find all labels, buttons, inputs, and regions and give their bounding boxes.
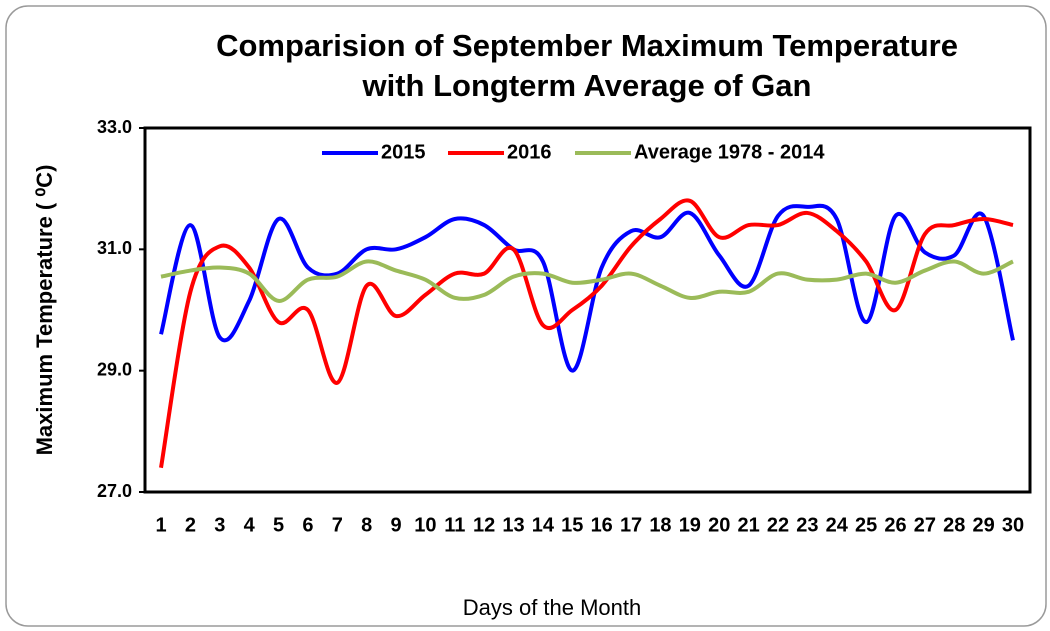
x-tick-label: 23 — [796, 514, 818, 536]
x-tick-label: 7 — [332, 514, 343, 536]
x-tick-label: 21 — [737, 514, 759, 536]
x-tick-label: 8 — [361, 514, 372, 536]
legend-label: Average 1978 - 2014 — [634, 141, 825, 163]
x-tick-label: 2 — [185, 514, 196, 536]
chart-title: Comparision of September Maximum Tempera… — [216, 28, 958, 103]
x-tick-label: 25 — [855, 514, 877, 536]
y-tick-label: 29.0 — [97, 359, 132, 379]
x-tick-label: 18 — [649, 514, 671, 536]
x-tick-label: 15 — [561, 514, 583, 536]
x-tick-label: 13 — [502, 514, 524, 536]
x-tick-label: 29 — [972, 514, 994, 536]
x-tick-label: 1 — [155, 514, 166, 536]
x-tick-label: 9 — [390, 514, 401, 536]
legend-label: 2015 — [381, 141, 426, 163]
x-tick-label: 20 — [708, 514, 730, 536]
x-tick-label: 14 — [532, 514, 555, 536]
x-tick-label: 28 — [943, 514, 965, 536]
series-line — [160, 259, 1014, 303]
x-tick-label: 3 — [214, 514, 225, 536]
x-tick-label: 19 — [679, 514, 701, 536]
y-tick-label: 27.0 — [97, 481, 132, 501]
x-tick-label: 12 — [473, 514, 495, 536]
x-tick-label: 30 — [1002, 514, 1024, 536]
y-tick-label: 33.0 — [97, 117, 132, 137]
series-line — [159, 203, 1015, 373]
x-tick-label: 26 — [884, 514, 906, 536]
y-axis-label: Maximum Temperature ( ⁰C) — [32, 165, 57, 456]
x-tick-label: 10 — [414, 514, 436, 536]
x-tick-label: 5 — [273, 514, 284, 536]
series-line — [159, 198, 1014, 469]
y-tick-label: 31.0 — [97, 238, 132, 258]
x-tick-label: 16 — [591, 514, 613, 536]
x-tick-label: 27 — [914, 514, 936, 536]
x-axis-label: Days of the Month — [463, 595, 642, 620]
legend-label: 2016 — [507, 141, 552, 163]
x-tick-label: 17 — [620, 514, 642, 536]
x-tick-label: 4 — [244, 514, 256, 536]
plot-area — [143, 126, 1032, 494]
frame — [5, 5, 1047, 627]
x-tick-label: 11 — [444, 514, 465, 536]
x-tick-label: 22 — [767, 514, 789, 536]
x-tick-label: 24 — [826, 514, 849, 536]
x-tick-label: 6 — [302, 514, 313, 536]
